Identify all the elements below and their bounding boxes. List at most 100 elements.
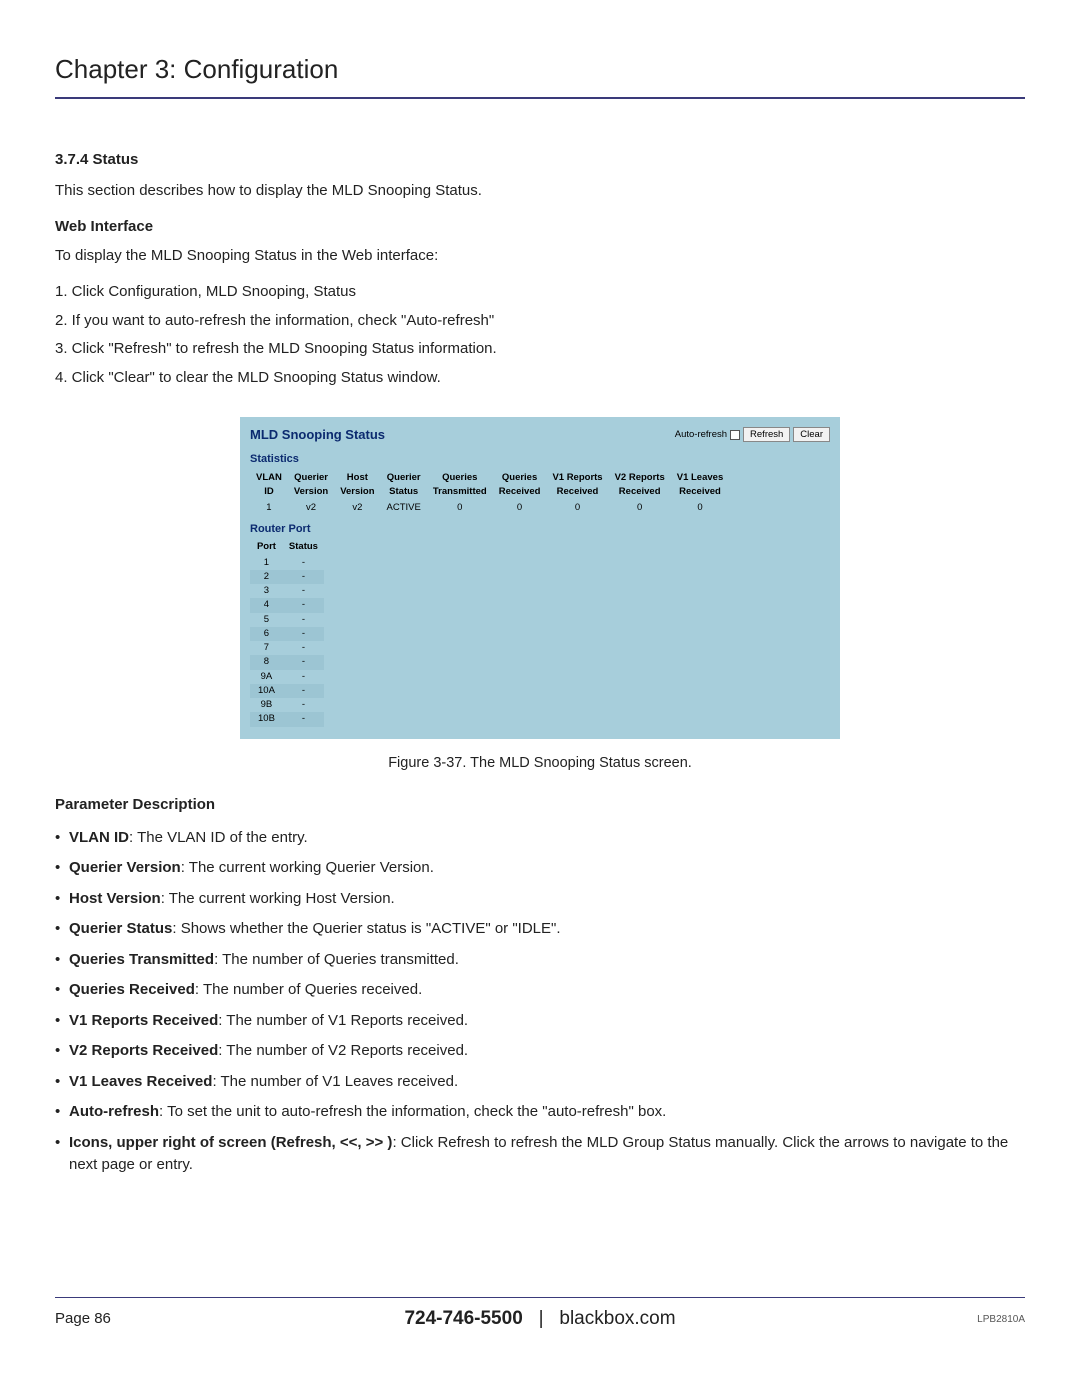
router-cell: - [283, 698, 324, 712]
router-cell: 6 [250, 627, 283, 641]
router-cell: - [283, 627, 324, 641]
router-row: 3- [250, 584, 324, 598]
section-number: 3.7.4 Status [55, 149, 1025, 172]
steps-lead: To display the MLD Snooping Status in th… [55, 245, 1025, 268]
parameter-text: Host Version: The current working Host V… [69, 888, 395, 911]
stats-header-cell: V2 ReportsReceived [609, 470, 671, 501]
screenshot-title: MLD Snooping Status [250, 425, 385, 445]
parameter-description: : The current working Querier Version. [181, 859, 434, 876]
chapter-title: Chapter 3: Configuration [55, 50, 1025, 99]
router-cell: 10A [250, 684, 283, 698]
parameter-text: Queries Received: The number of Queries … [69, 979, 422, 1002]
parameter-description: : The number of Queries received. [195, 981, 422, 998]
bullet-icon: • [55, 918, 69, 941]
parameter-item: •Queries Received: The number of Queries… [55, 979, 1025, 1002]
steps-list: 1. Click Configuration, MLD Snooping, St… [55, 281, 1025, 389]
refresh-button[interactable]: Refresh [743, 427, 790, 442]
router-cell: - [283, 613, 324, 627]
stats-header-cell: V1 LeavesReceived [671, 470, 729, 501]
parameter-description: : The number of V1 Reports received. [218, 1012, 468, 1029]
footer-site: blackbox.com [559, 1308, 675, 1329]
parameter-description: : The current working Host Version. [161, 890, 395, 907]
statistics-table: VLANIDQuerierVersionHostVersionQuerierSt… [250, 470, 729, 515]
bullet-icon: • [55, 949, 69, 972]
clear-button[interactable]: Clear [793, 427, 830, 442]
router-cell: 1 [250, 556, 283, 570]
mld-status-screenshot: MLD Snooping Status Auto-refresh Refresh… [240, 417, 840, 739]
router-row: 9B- [250, 698, 324, 712]
bullet-icon: • [55, 1132, 69, 1177]
stats-header-cell: QueriesTransmitted [427, 470, 493, 501]
auto-refresh-checkbox[interactable] [730, 430, 740, 440]
step-item: 4. Click "Clear" to clear the MLD Snoopi… [55, 367, 1025, 390]
parameter-text: V1 Leaves Received: The number of V1 Lea… [69, 1071, 458, 1094]
web-interface-heading: Web Interface [55, 216, 1025, 239]
stats-data-cell: v2 [288, 501, 334, 515]
stats-data-cell: 0 [546, 501, 608, 515]
router-cell: - [283, 641, 324, 655]
stats-data-cell: ACTIVE [381, 501, 427, 515]
parameter-text: Queries Transmitted: The number of Queri… [69, 949, 459, 972]
bullet-icon: • [55, 1071, 69, 1094]
router-row: 1- [250, 556, 324, 570]
footer-contact: 724-746-5500 | blackbox.com [404, 1305, 675, 1334]
router-cell: - [283, 598, 324, 612]
bullet-icon: • [55, 888, 69, 911]
router-cell: - [283, 684, 324, 698]
router-cell: 9A [250, 670, 283, 684]
stats-header-cell: QuerierVersion [288, 470, 334, 501]
router-cell: - [283, 712, 324, 726]
router-cell: 7 [250, 641, 283, 655]
router-cell: 9B [250, 698, 283, 712]
stats-header-cell: QuerierStatus [381, 470, 427, 501]
parameter-text: Querier Version: The current working Que… [69, 857, 434, 880]
router-header-cell: Port [250, 539, 283, 555]
stats-data-cell: 0 [609, 501, 671, 515]
figure-caption: Figure 3-37. The MLD Snooping Status scr… [55, 753, 1025, 775]
footer-separator: | [539, 1308, 544, 1329]
stats-data-cell: 1 [250, 501, 288, 515]
bullet-icon: • [55, 1010, 69, 1033]
router-row: 10B- [250, 712, 324, 726]
screenshot-controls: Auto-refresh Refresh Clear [675, 427, 830, 442]
router-row: 10A- [250, 684, 324, 698]
parameter-item: •Querier Version: The current working Qu… [55, 857, 1025, 880]
footer-phone: 724-746-5500 [404, 1308, 522, 1329]
router-row: 7- [250, 641, 324, 655]
stats-header-cell: VLANID [250, 470, 288, 501]
router-cell: - [283, 584, 324, 598]
parameter-item: •Querier Status: Shows whether the Queri… [55, 918, 1025, 941]
router-port-heading: Router Port [250, 521, 830, 538]
step-item: 3. Click "Refresh" to refresh the MLD Sn… [55, 338, 1025, 361]
parameter-description: : The number of Queries transmitted. [214, 951, 459, 968]
parameter-list: •VLAN ID: The VLAN ID of the entry.•Quer… [55, 827, 1025, 1177]
stats-header-cell: V1 ReportsReceived [546, 470, 608, 501]
parameter-item: •Auto-refresh: To set the unit to auto-r… [55, 1101, 1025, 1124]
router-cell: 10B [250, 712, 283, 726]
parameter-description: : The number of V2 Reports received. [218, 1042, 468, 1059]
step-item: 2. If you want to auto-refresh the infor… [55, 310, 1025, 333]
parameter-text: Auto-refresh: To set the unit to auto-re… [69, 1101, 666, 1124]
router-cell: - [283, 556, 324, 570]
bullet-icon: • [55, 827, 69, 850]
parameter-item: •Host Version: The current working Host … [55, 888, 1025, 911]
router-port-table: PortStatus1-2-3-4-5-6-7-8-9A-10A-9B-10B- [250, 539, 324, 726]
router-row: 4- [250, 598, 324, 612]
auto-refresh-label: Auto-refresh [675, 428, 727, 442]
router-row: 6- [250, 627, 324, 641]
router-cell: - [283, 570, 324, 584]
parameter-text: Icons, upper right of screen (Refresh, <… [69, 1132, 1025, 1177]
parameter-description-heading: Parameter Description [55, 794, 1025, 817]
step-item: 1. Click Configuration, MLD Snooping, St… [55, 281, 1025, 304]
parameter-label: V1 Reports Received [69, 1012, 218, 1029]
parameter-label: Auto-refresh [69, 1103, 159, 1120]
section-intro: This section describes how to display th… [55, 180, 1025, 203]
router-cell: 8 [250, 655, 283, 669]
parameter-description: : Shows whether the Querier status is "A… [172, 920, 560, 937]
parameter-item: •Icons, upper right of screen (Refresh, … [55, 1132, 1025, 1177]
parameter-text: V2 Reports Received: The number of V2 Re… [69, 1040, 468, 1063]
router-header-cell: Status [283, 539, 324, 555]
router-row: 5- [250, 613, 324, 627]
parameter-label: Queries Transmitted [69, 951, 214, 968]
stats-header-cell: HostVersion [334, 470, 380, 501]
